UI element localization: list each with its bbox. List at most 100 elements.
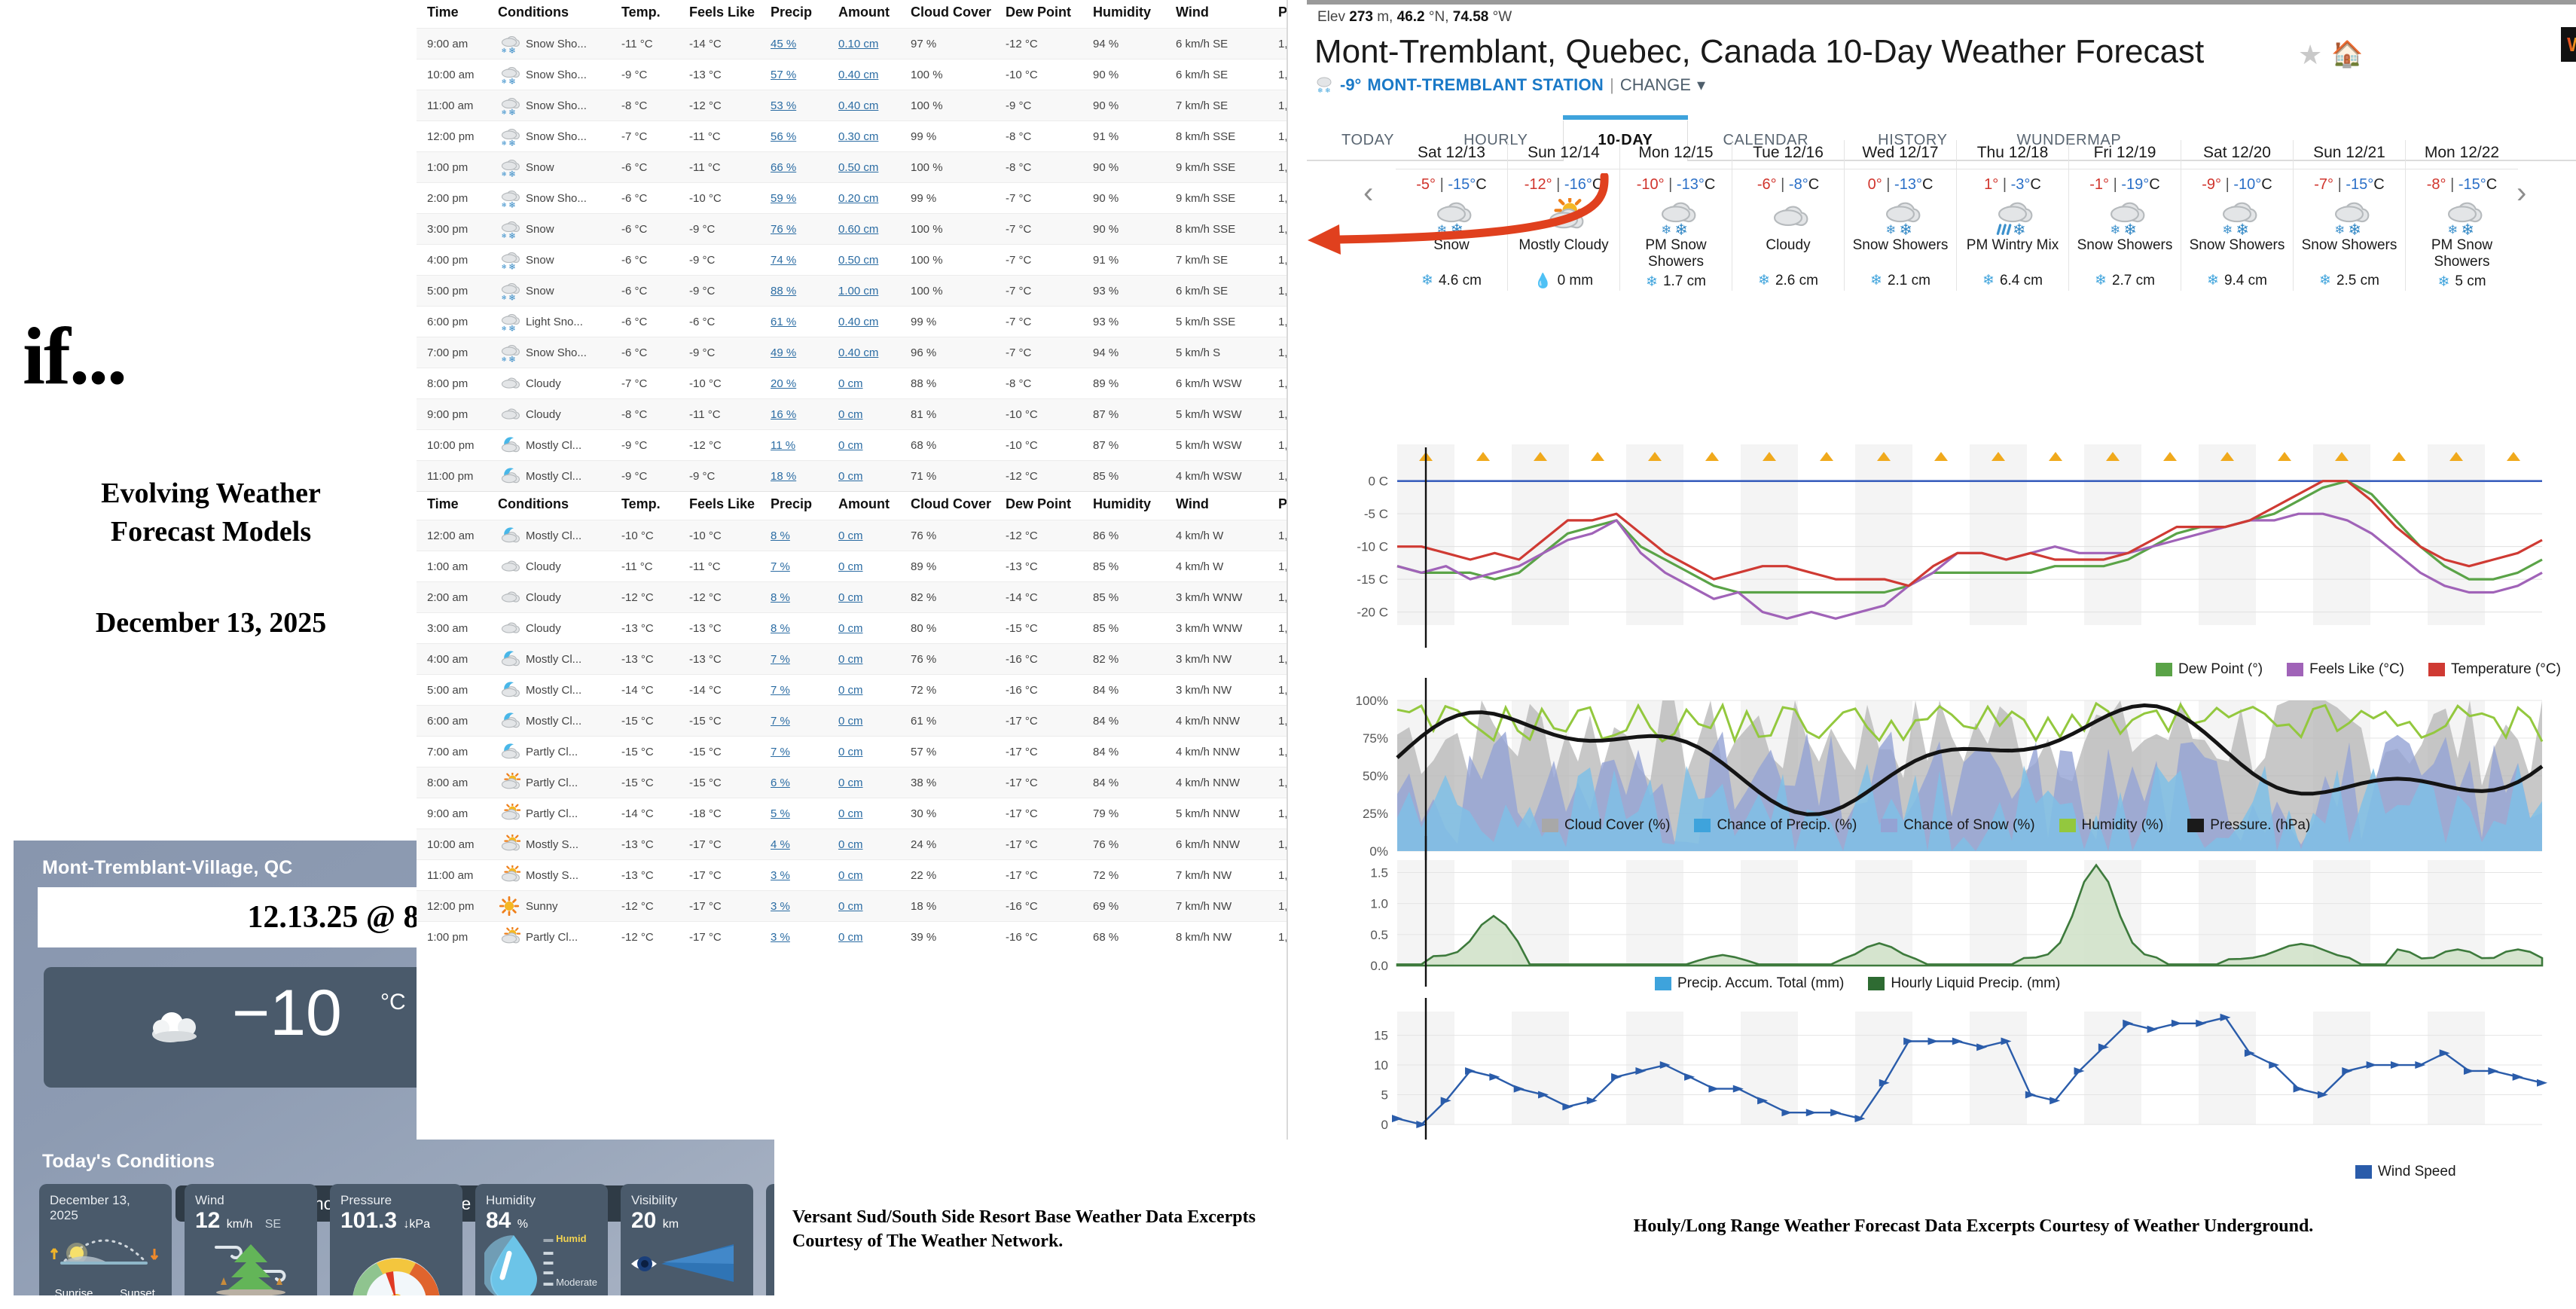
precip-link[interactable]: 61 % — [771, 315, 797, 328]
forecast-day-column[interactable]: Thu 12/18 1° | -3°C ❄ PM Wintry Mix ❄ 6.4 cm — [1957, 140, 2069, 291]
precip-link[interactable]: 7 % — [771, 683, 790, 697]
precip-link[interactable]: 8 % — [771, 590, 790, 604]
precip-link[interactable]: 3 % — [771, 868, 790, 882]
tile-humidity[interactable]: Humidity 84 % ▬ Humid ▬▬▬ ▬ Moderate ▬▬▬… — [475, 1184, 608, 1295]
amount-link[interactable]: 0 cm — [838, 469, 863, 483]
precip-link[interactable]: 5 % — [771, 807, 790, 820]
table-row: 9:00 am Partly Cl... -14 °C -18 °C 5 % 0 cm 30… — [417, 798, 1286, 829]
amount-link[interactable]: 0 cm — [838, 899, 863, 913]
precip-link[interactable]: 7 % — [771, 652, 790, 666]
chevron-down-icon[interactable]: ▾ — [1696, 75, 1705, 94]
forecast-prev-arrow-icon[interactable]: ‹ — [1363, 176, 1374, 209]
svg-text:❄: ❄ — [508, 325, 515, 331]
amount-link[interactable]: 0 cm — [838, 930, 863, 944]
amount-link[interactable]: 0.40 cm — [838, 68, 879, 81]
precip-link[interactable]: 11 % — [771, 438, 796, 452]
amount-link[interactable]: 0 cm — [838, 590, 863, 604]
favorite-star-icon[interactable]: ★ — [2298, 39, 2323, 70]
tab-today[interactable]: TODAY — [1341, 131, 1395, 148]
precip-link[interactable]: 53 % — [771, 99, 797, 112]
precip-link[interactable]: 8 % — [771, 529, 790, 542]
precip-link[interactable]: 56 % — [771, 130, 797, 143]
amount-link[interactable]: 0.40 cm — [838, 99, 879, 112]
amount-link[interactable]: 0 cm — [838, 776, 863, 789]
cell-conditions: Mostly Cl... — [495, 643, 618, 675]
forecast-next-arrow-icon[interactable]: › — [2516, 176, 2527, 209]
precip-link[interactable]: 74 % — [771, 253, 797, 267]
amount-link[interactable]: 0 cm — [838, 683, 863, 697]
amount-link[interactable]: 0 cm — [838, 807, 863, 820]
amount-link[interactable]: 0 cm — [838, 438, 863, 452]
tab-calendar[interactable]: CALENDAR — [1723, 131, 1809, 148]
forecast-day-column[interactable]: Mon 12/15 -10° | -13°C ❄ ❄ PM Snow Showers ❄ 1… — [1620, 140, 1732, 291]
amount-link[interactable]: 0.40 cm — [838, 315, 879, 328]
amount-link[interactable]: 0.60 cm — [838, 222, 879, 236]
amount-link[interactable]: 0 cm — [838, 560, 863, 573]
tab-hourly[interactable]: HOURLY — [1463, 131, 1528, 148]
precip-link[interactable]: 45 % — [771, 37, 797, 50]
precip-link[interactable]: 88 % — [771, 284, 797, 298]
condition-cell: Cloudy — [498, 404, 615, 424]
amount-link[interactable]: 0.20 cm — [838, 191, 879, 205]
home-icon[interactable]: 🏠 — [2331, 40, 2364, 69]
tab-history[interactable]: HISTORY — [1878, 131, 1948, 148]
snow-icon: ❄ ❄ — [502, 313, 520, 331]
tile-sun[interactable]: December 13, 2025 Sunrise7:33AM Sunset4:… — [39, 1184, 172, 1295]
precip-link[interactable]: 59 % — [771, 191, 797, 205]
amount-link[interactable]: 0 cm — [838, 407, 863, 421]
precip-link[interactable]: 3 % — [771, 899, 790, 913]
precip-link[interactable]: 3 % — [771, 930, 790, 944]
forecast-day-column[interactable]: Sat 12/13 -5° | -15°C ❄ ❄ Snow ❄ 4.6 cm — [1396, 140, 1508, 291]
forecast-day-label: Mon 12/22 — [2406, 140, 2518, 169]
precip-link[interactable]: 66 % — [771, 160, 797, 174]
snow-icon: ❄ ❄ — [502, 252, 520, 270]
amount-link[interactable]: 0 cm — [838, 621, 863, 635]
forecast-day-column[interactable]: Wed 12/17 0° | -13°C ❄ ❄ Snow Showers ❄ 2.1 cm — [1845, 140, 1957, 291]
tile-visibility[interactable]: Visibility 20 km — [621, 1184, 753, 1295]
forecast-day-column[interactable]: Sun 12/21 -7° | -15°C ❄ ❄ Snow Showers ❄ 2.5 c… — [2294, 140, 2406, 291]
amount-link[interactable]: 0.30 cm — [838, 130, 879, 143]
precip-link[interactable]: 16 % — [771, 407, 797, 421]
amount-link[interactable]: 0.40 cm — [838, 346, 879, 359]
amount-link[interactable]: 0 cm — [838, 745, 863, 758]
forecast-day-column[interactable]: Fri 12/19 -1° | -19°C ❄ ❄ Snow Showers ❄ 2.7 c… — [2069, 140, 2181, 291]
tab-10-day[interactable]: 10-DAY — [1562, 115, 1689, 161]
amount-link[interactable]: 0 cm — [838, 377, 863, 390]
amount-link[interactable]: 0 cm — [838, 838, 863, 851]
cell-humidity: 85 % — [1090, 581, 1173, 613]
amount-link[interactable]: 0.50 cm — [838, 160, 879, 174]
tile-wind[interactable]: Wind 12 km/h SE Gust: 19 km/h — [185, 1184, 317, 1295]
precip-link[interactable]: 18 % — [771, 469, 797, 483]
precip-link[interactable]: 6 % — [771, 776, 790, 789]
amount-link[interactable]: 0 cm — [838, 714, 863, 728]
precip-link[interactable]: 76 % — [771, 222, 797, 236]
amount-link[interactable]: 1.00 cm — [838, 284, 879, 298]
tab-wundermap[interactable]: WUNDERMAP — [2016, 131, 2122, 148]
precip-link[interactable]: 4 % — [771, 838, 790, 851]
amount-link[interactable]: 0 cm — [838, 529, 863, 542]
precip-link[interactable]: 7 % — [771, 745, 790, 758]
forecast-high: -12° — [1524, 176, 1552, 193]
precip-link[interactable]: 7 % — [771, 560, 790, 573]
precip-link[interactable]: 7 % — [771, 714, 790, 728]
precip-link[interactable]: 8 % — [771, 621, 790, 635]
change-station-link[interactable]: CHANGE — [1619, 75, 1691, 94]
forecast-day-column[interactable]: Tue 12/16 -6° | -8°C Cloudy ❄ 2.6 cm — [1732, 140, 1845, 291]
amount-link[interactable]: 0 cm — [838, 652, 863, 666]
amount-link[interactable]: 0.10 cm — [838, 37, 879, 50]
cell-humidity: 90 % — [1090, 151, 1173, 183]
amount-link[interactable]: 0.50 cm — [838, 253, 879, 267]
precip-link[interactable]: 20 % — [771, 377, 797, 390]
precip-link[interactable]: 49 % — [771, 346, 797, 359]
station-name[interactable]: MONT-TREMBLANT STATION — [1367, 75, 1604, 94]
tile-pressure[interactable]: Pressure 101.3 ↓kPa Low High — [330, 1184, 462, 1295]
forecast-day-column[interactable]: Mon 12/22 -8° | -15°C ❄ ❄ PM Snow Showers ❄ 5 … — [2406, 140, 2518, 291]
amount-link[interactable]: 0 cm — [838, 868, 863, 882]
forecast-day-column[interactable]: Sat 12/20 -9° | -10°C ❄ ❄ Snow Showers ❄ 9.4 c… — [2181, 140, 2294, 291]
forecast-day-column[interactable]: Sun 12/14 -12° | -16°C Mostly Cloudy 💧 0 mm — [1508, 140, 1620, 291]
cell-feels-like: -13 °C — [686, 643, 768, 675]
cell-feels-like: -9 °C — [686, 213, 768, 245]
tile-ceiling[interactable]: Ceiling 1300 m — [766, 1184, 774, 1295]
precip-link[interactable]: 57 % — [771, 68, 797, 81]
condition-cell: Mostly Cl... — [498, 435, 615, 455]
